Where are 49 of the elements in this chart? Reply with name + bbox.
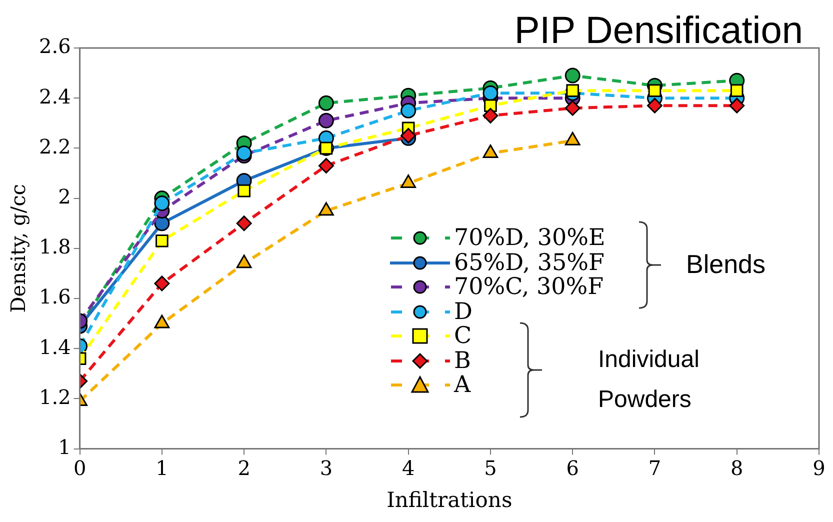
x-tick-label: 6	[566, 456, 579, 480]
legend-label: B	[454, 348, 471, 374]
point	[156, 234, 168, 248]
legend-label: D	[454, 298, 472, 324]
x-tick-label: 4	[402, 456, 415, 480]
point	[648, 84, 662, 97]
x-tick-label: 5	[484, 456, 497, 480]
annotation: Blends	[686, 249, 766, 280]
y-tick-label: 2	[58, 184, 71, 209]
point	[318, 95, 334, 111]
point	[646, 98, 662, 114]
point	[154, 276, 170, 292]
point	[318, 112, 334, 128]
y-tick-label: 1.2	[38, 384, 71, 409]
legend-label: C	[454, 323, 472, 349]
legend-label: 65%D, 35%F	[454, 250, 604, 276]
point	[482, 85, 498, 101]
y-tick-label: 2.6	[38, 34, 71, 58]
y-axis-title: Density, g/cc	[6, 184, 30, 313]
legend-label: 70%C, 30%F	[454, 274, 604, 300]
point	[482, 108, 498, 124]
annotation: Individual Powders	[598, 345, 700, 415]
y-tick-label: 1.4	[38, 334, 71, 359]
x-tick-label: 0	[73, 456, 86, 480]
point	[564, 100, 580, 116]
y-tick-label: 1.6	[38, 284, 71, 309]
y-tick-label: 2.2	[38, 134, 71, 158]
point	[318, 158, 334, 174]
x-tick-label: 3	[320, 456, 333, 480]
legend-label: 70%D, 30%E	[454, 225, 606, 251]
x-tick-label: 2	[238, 456, 250, 480]
x-axis-title: Infiltrations	[386, 488, 512, 512]
x-tick-label: 7	[648, 456, 662, 480]
point	[154, 196, 170, 212]
point	[400, 102, 416, 118]
y-tick-label: 2.4	[38, 84, 71, 108]
point	[236, 216, 252, 232]
y-tick-label: 1	[58, 435, 71, 460]
y-tick-label: 1.8	[38, 234, 71, 259]
point	[730, 84, 744, 97]
legend-label: A	[454, 372, 471, 398]
point	[566, 84, 580, 97]
x-tick-label: 1	[156, 456, 168, 480]
point	[238, 184, 250, 198]
point	[729, 98, 745, 114]
x-tick-label: 8	[730, 456, 744, 480]
chart-title: PIP Densification	[514, 10, 803, 53]
point	[564, 68, 580, 84]
x-tick-label: 9	[812, 456, 826, 480]
